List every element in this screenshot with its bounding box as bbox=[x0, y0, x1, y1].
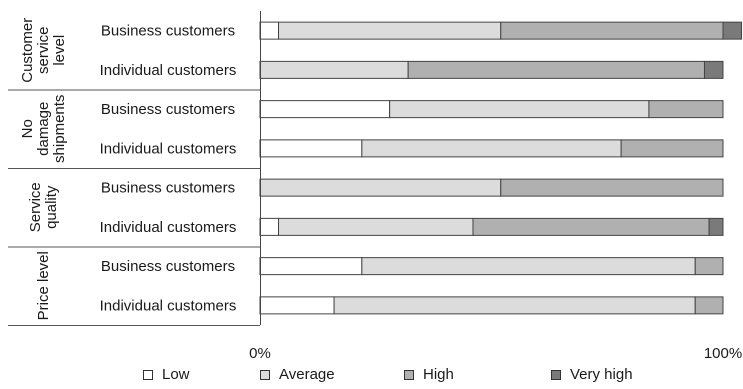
group-label-line: damage bbox=[35, 102, 52, 156]
bar-segment-high bbox=[620, 139, 724, 158]
bar-segment-very-high bbox=[708, 217, 724, 236]
legend-item: Average bbox=[260, 366, 335, 383]
group-separators bbox=[8, 89, 260, 326]
bar-segment-average bbox=[278, 21, 502, 40]
row-labels: Business customers Individual customers Bu… bbox=[100, 23, 237, 315]
legend-item: Low bbox=[143, 366, 190, 383]
legend-label: High bbox=[423, 366, 454, 383]
group-label: Price level bbox=[35, 251, 52, 320]
row-label: Individual customers bbox=[100, 219, 237, 236]
legend-label: Very high bbox=[570, 366, 633, 383]
legend-item: High bbox=[404, 366, 454, 383]
group-label-line: quality bbox=[43, 185, 60, 229]
bar-segment-very-high bbox=[722, 21, 743, 40]
legend-label: Average bbox=[279, 366, 335, 383]
legend: Low Average High Very high bbox=[0, 366, 743, 388]
bars bbox=[259, 21, 743, 315]
group-label: Nodamageshipments bbox=[19, 95, 68, 163]
legend-swatch bbox=[143, 369, 153, 380]
bar-segment-low bbox=[259, 21, 280, 40]
bar-segment-low bbox=[259, 139, 363, 158]
group-label-line: level bbox=[51, 35, 68, 66]
bar-segment-low bbox=[259, 100, 391, 119]
group-label: Servicequality bbox=[27, 182, 60, 232]
bar-segment-average bbox=[259, 178, 502, 197]
bar-segment-low bbox=[259, 257, 363, 276]
group-label-line: Price level bbox=[35, 251, 52, 320]
bar-segment-high bbox=[500, 178, 724, 197]
row-label: Individual customers bbox=[100, 297, 237, 314]
group-label-line: shipments bbox=[51, 95, 68, 163]
group-label: Customerservicelevel bbox=[19, 18, 68, 83]
bar-segment-average bbox=[278, 217, 474, 236]
legend-swatch bbox=[260, 369, 270, 380]
group-labels: Customerservicelevel Nodamageshipments Ser… bbox=[19, 18, 68, 321]
x-tick-label: 100% bbox=[704, 345, 742, 362]
group-label-line: Service bbox=[27, 182, 44, 232]
legend-swatch bbox=[551, 369, 561, 380]
bar-segment-average bbox=[333, 296, 696, 315]
legend-swatch bbox=[404, 369, 414, 380]
bar-segment-average bbox=[361, 139, 622, 158]
bar-segment-average bbox=[389, 100, 650, 119]
row-label: Business customers bbox=[101, 101, 235, 118]
bar-segment-average bbox=[361, 257, 696, 276]
bar-segment-very-high bbox=[703, 60, 724, 79]
bar-segment-low bbox=[259, 296, 335, 315]
bar-segment-high bbox=[694, 257, 724, 276]
group-label-line: No bbox=[19, 119, 36, 138]
row-label: Individual customers bbox=[100, 62, 237, 79]
bar-segment-high bbox=[500, 21, 724, 40]
x-tick-label: 0% bbox=[249, 345, 271, 362]
bar-segment-high bbox=[694, 296, 724, 315]
x-axis: 0% 100% bbox=[249, 11, 742, 362]
bar-segment-high bbox=[407, 60, 705, 79]
bar-segment-average bbox=[259, 60, 409, 79]
row-label: Business customers bbox=[101, 23, 235, 40]
legend-item: Very high bbox=[551, 366, 633, 383]
bar-segment-low bbox=[259, 217, 280, 236]
group-label-line: Customer bbox=[19, 18, 36, 83]
row-label: Individual customers bbox=[100, 140, 237, 157]
bar-segment-high bbox=[648, 100, 724, 119]
bar-segment-high bbox=[472, 217, 710, 236]
group-label-line: service bbox=[35, 26, 52, 74]
row-label: Business customers bbox=[101, 180, 235, 197]
legend-label: Low bbox=[162, 366, 190, 383]
row-label: Business customers bbox=[101, 258, 235, 275]
